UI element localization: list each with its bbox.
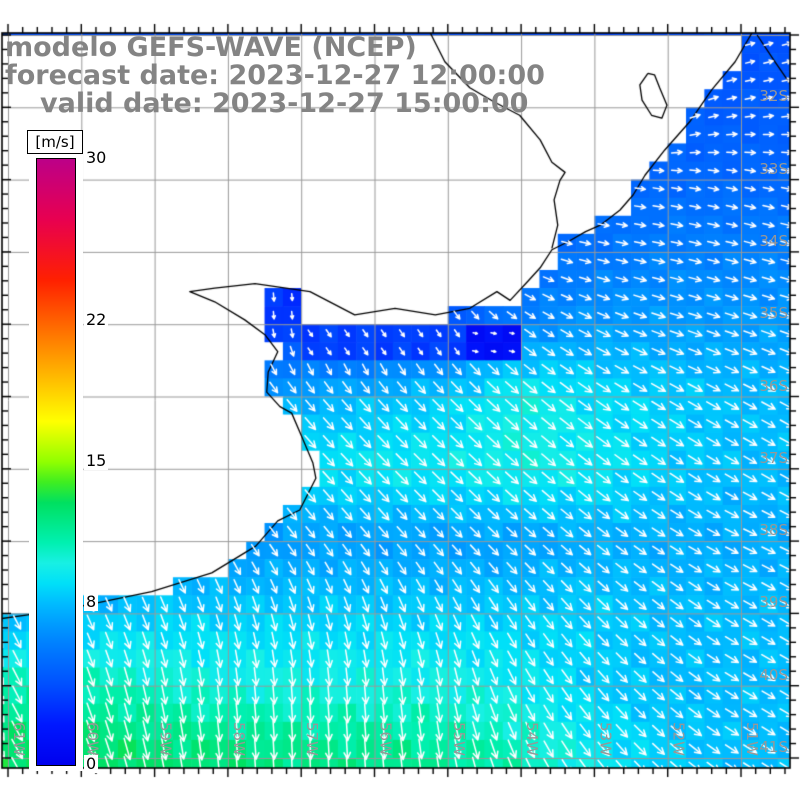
lat-label-36S: 36S — [759, 376, 788, 395]
lon-label-52W: 52W — [669, 722, 688, 756]
model-title: modelo GEFS-WAVE (NCEP) — [5, 32, 417, 63]
lat-label-41S: 41S — [759, 738, 788, 756]
lat-label-32S: 32S — [759, 87, 788, 106]
lon-label-59W: 59W — [156, 722, 175, 756]
forecast-date-label: forecast date: 2023-12-27 12:00:00 — [5, 60, 545, 91]
lon-label-53W: 53W — [596, 722, 615, 756]
lat-label-34S: 34S — [759, 231, 788, 250]
lon-label-54W: 54W — [523, 722, 542, 756]
colorbar-tick-22: 22 — [84, 309, 109, 329]
colorbar-tick-0: 0 — [84, 754, 99, 773]
colorbar-unit-label: [m/s] — [27, 130, 83, 154]
colorbar-tick-8: 8 — [84, 592, 99, 612]
lon-label-55W: 55W — [449, 722, 468, 756]
lat-label-35S: 35S — [759, 304, 788, 323]
lat-label-37S: 37S — [759, 448, 788, 467]
lon-label-61W: 61W — [10, 722, 28, 756]
lon-label-56W: 56W — [376, 722, 395, 756]
colorbar-tick-15: 15 — [84, 451, 109, 470]
colorbar-tick-30: 30 — [84, 148, 109, 167]
lon-label-58W: 58W — [229, 722, 248, 756]
lat-label-40S: 40S — [759, 665, 788, 684]
lat-label-38S: 38S — [759, 521, 788, 540]
colorbar-gradient — [36, 158, 76, 766]
lon-label-51W: 51W — [743, 722, 761, 756]
lon-label-60W: 60W — [83, 722, 102, 756]
valid-date-label: valid date: 2023-12-27 15:00:00 — [40, 88, 529, 119]
lat-label-33S: 33S — [759, 159, 788, 178]
lat-label-39S: 39S — [759, 593, 788, 612]
lon-label-57W: 57W — [303, 722, 322, 756]
